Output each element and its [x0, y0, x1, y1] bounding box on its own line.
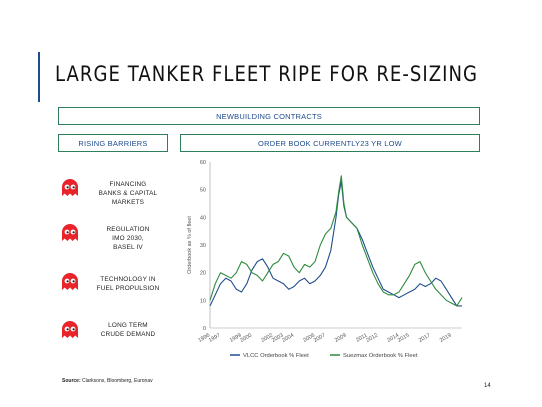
x-tick-label: 2003 — [271, 333, 285, 344]
y-tick-label: 40 — [200, 215, 206, 221]
barrier-label: FINANCING BANKS & CAPITAL MARKETS — [84, 180, 172, 207]
vlcc-series-line — [209, 180, 462, 307]
x-tick-label: 2006 — [302, 333, 316, 344]
barrier-label-line: MARKETS — [111, 199, 145, 206]
source-note: Source: Clarksons, Bloomberg, Euronav — [62, 378, 153, 384]
newbuilding-contracts-header: NEWBUILDING CONTRACTS — [58, 107, 480, 125]
barrier-label: TECHNOLOGY IN FUEL PROPULSION — [84, 275, 172, 293]
barrier-label-line: CRUDE DEMAND — [100, 331, 156, 338]
y-tick-label: 60 — [200, 160, 206, 166]
barrier-item-financing: FINANCING BANKS & CAPITAL MARKETS — [60, 174, 172, 208]
source-text: Clarksons, Bloomberg, Euronav — [80, 378, 153, 384]
x-tick-label: 2015 — [397, 333, 411, 344]
barrier-item-technology: TECHNOLOGY IN FUEL PROPULSION — [60, 268, 172, 302]
x-tick-label: 2019 — [439, 333, 453, 344]
red-ghost-icon — [62, 179, 78, 196]
red-ghost-icon — [62, 224, 78, 241]
y-axis-label: Orderbook as % of fleet — [187, 216, 193, 274]
barrier-item-regulation: REGULATION IMO 2030, BASEL IV — [60, 219, 172, 253]
x-tick-label: 2007 — [313, 333, 327, 344]
y-tick-label: 10 — [200, 298, 206, 304]
barrier-label-line: IMO 2030, — [112, 235, 144, 242]
red-ghost-icon — [62, 273, 78, 290]
x-tick-label: 2012 — [365, 333, 379, 344]
slide-title: LARGE TANKER FLEET RIPE FOR RE-SIZING — [55, 62, 479, 86]
title-accent-bar — [38, 52, 40, 102]
x-tick-label: 2002 — [260, 333, 274, 344]
barrier-label-line: BANKS & CAPITAL — [98, 190, 158, 197]
x-tick-label: 2017 — [418, 333, 432, 344]
legend-label: Suezmax Orderbook % Fleet — [343, 353, 418, 359]
x-tick-label: 2000 — [239, 333, 253, 344]
barrier-item-crude-demand: LONG TERM CRUDE DEMAND — [60, 316, 172, 350]
barrier-label-line: REGULATION — [106, 226, 150, 233]
y-tick-label: 50 — [200, 188, 206, 194]
red-ghost-icon — [62, 321, 78, 338]
barrier-label-line: FINANCING — [109, 181, 147, 188]
legend-label: VLCC Orderbook % Fleet — [243, 353, 309, 359]
x-tick-label: 2014 — [386, 333, 400, 344]
y-tick-label: 20 — [200, 271, 206, 277]
rising-barriers-header: RISING BARRIERS — [58, 134, 168, 152]
barrier-label-line: LONG TERM — [108, 322, 148, 329]
x-tick-label: 1999 — [229, 333, 243, 344]
suezmax-series-line — [209, 175, 463, 307]
barrier-label: REGULATION IMO 2030, BASEL IV — [84, 225, 172, 252]
page-number: 14 — [484, 383, 491, 389]
y-tick-label: 0 — [203, 326, 206, 332]
barrier-label-line: BASEL IV — [113, 244, 143, 251]
x-tick-label: 1997 — [208, 333, 222, 344]
x-tick-label: 2009 — [334, 333, 348, 344]
barrier-label: LONG TERM CRUDE DEMAND — [84, 321, 172, 339]
order-book-header: ORDER BOOK CURRENTLY23 YR LOW — [180, 134, 480, 152]
barrier-label-line: TECHNOLOGY IN — [100, 276, 156, 283]
x-tick-label: 2011 — [355, 333, 368, 344]
x-tick-label: 1996 — [197, 333, 211, 344]
x-tick-label: 2004 — [281, 333, 295, 344]
source-label: Source: — [62, 378, 81, 384]
y-tick-label: 30 — [200, 243, 206, 249]
barrier-label-line: FUEL PROPULSION — [96, 285, 160, 292]
